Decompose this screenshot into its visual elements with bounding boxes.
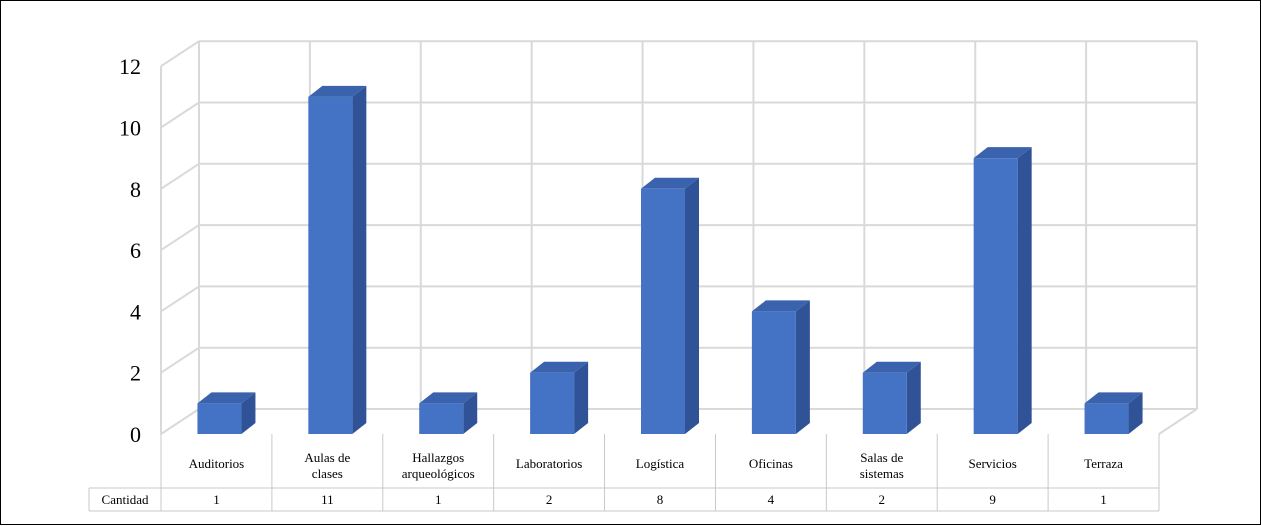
bar-top <box>197 392 256 404</box>
bars <box>197 85 1143 435</box>
bar-top <box>1084 392 1143 404</box>
bar <box>641 177 699 435</box>
y-tick-label: 4 <box>130 299 141 324</box>
bar-front <box>1084 403 1129 434</box>
bar-side <box>574 361 589 434</box>
bar <box>751 300 810 434</box>
bar-top <box>419 392 478 404</box>
table-series-label: Cantidad <box>102 492 149 507</box>
y-tick-label: 12 <box>119 54 141 79</box>
bar-side <box>352 85 367 434</box>
bar-side <box>795 300 810 434</box>
bar-top <box>973 147 1032 159</box>
gridline-side <box>160 224 200 251</box>
category-label: arqueológicos <box>402 466 475 481</box>
y-tick-label: 6 <box>130 238 141 263</box>
category-label: Oficinas <box>749 456 793 471</box>
bar-top <box>641 177 699 189</box>
bar-front <box>419 403 464 434</box>
category-label: Logística <box>636 456 685 471</box>
table-value: 4 <box>768 492 775 507</box>
y-tick-label: 10 <box>119 116 141 141</box>
bar-side <box>241 392 256 434</box>
gridline-side <box>160 285 200 313</box>
bar <box>419 392 478 434</box>
table-value: 1 <box>1100 492 1107 507</box>
gridline-side <box>160 346 200 374</box>
bar-side <box>685 177 699 435</box>
y-tick-label: 8 <box>130 177 141 202</box>
category-label: sistemas <box>860 466 904 481</box>
table-value: 1 <box>213 492 220 507</box>
bar-front <box>862 372 907 434</box>
category-label: Auditorios <box>189 456 245 471</box>
bar-top <box>530 361 589 373</box>
table-value: 2 <box>879 492 886 507</box>
category-label: Aulas de <box>304 450 350 465</box>
bar <box>197 392 256 434</box>
y-axis-ticks: 0 2 4 6 8 10 12 <box>119 54 141 447</box>
gridline-side <box>160 101 200 129</box>
gridline-side <box>160 162 200 190</box>
bar <box>973 147 1032 434</box>
bar <box>530 361 589 434</box>
y-tick-label: 2 <box>130 361 141 386</box>
table-value: 1 <box>435 492 442 507</box>
bar <box>308 85 367 434</box>
floor-edge <box>1158 408 1198 435</box>
bar-side <box>463 392 478 434</box>
category-label: Hallazgos <box>412 450 464 465</box>
bar-top <box>751 300 810 312</box>
bar-front <box>641 188 685 434</box>
bar <box>1084 392 1143 434</box>
category-label: Terraza <box>1084 456 1123 471</box>
table-value: 11 <box>321 492 334 507</box>
table-value: 2 <box>546 492 553 507</box>
y-tick-label: 0 <box>130 422 141 447</box>
table-value: 8 <box>657 492 664 507</box>
gridline-side <box>160 408 200 435</box>
bar <box>862 361 921 434</box>
bar-top <box>862 361 921 373</box>
bar-side <box>1017 147 1032 434</box>
bar-side <box>906 361 921 434</box>
bar-front <box>973 158 1018 434</box>
bar-top <box>308 85 367 97</box>
gridline-side <box>160 40 200 68</box>
category-label: Salas de <box>860 450 903 465</box>
category-label: Laboratorios <box>516 456 582 471</box>
bar-front <box>751 311 796 434</box>
bar-front <box>197 403 242 434</box>
bar-front <box>530 372 575 434</box>
table-value: 9 <box>989 492 996 507</box>
bar-front <box>308 96 353 434</box>
bar-side <box>1128 392 1143 434</box>
category-label: Servicios <box>968 456 1016 471</box>
category-label: clases <box>312 466 343 481</box>
